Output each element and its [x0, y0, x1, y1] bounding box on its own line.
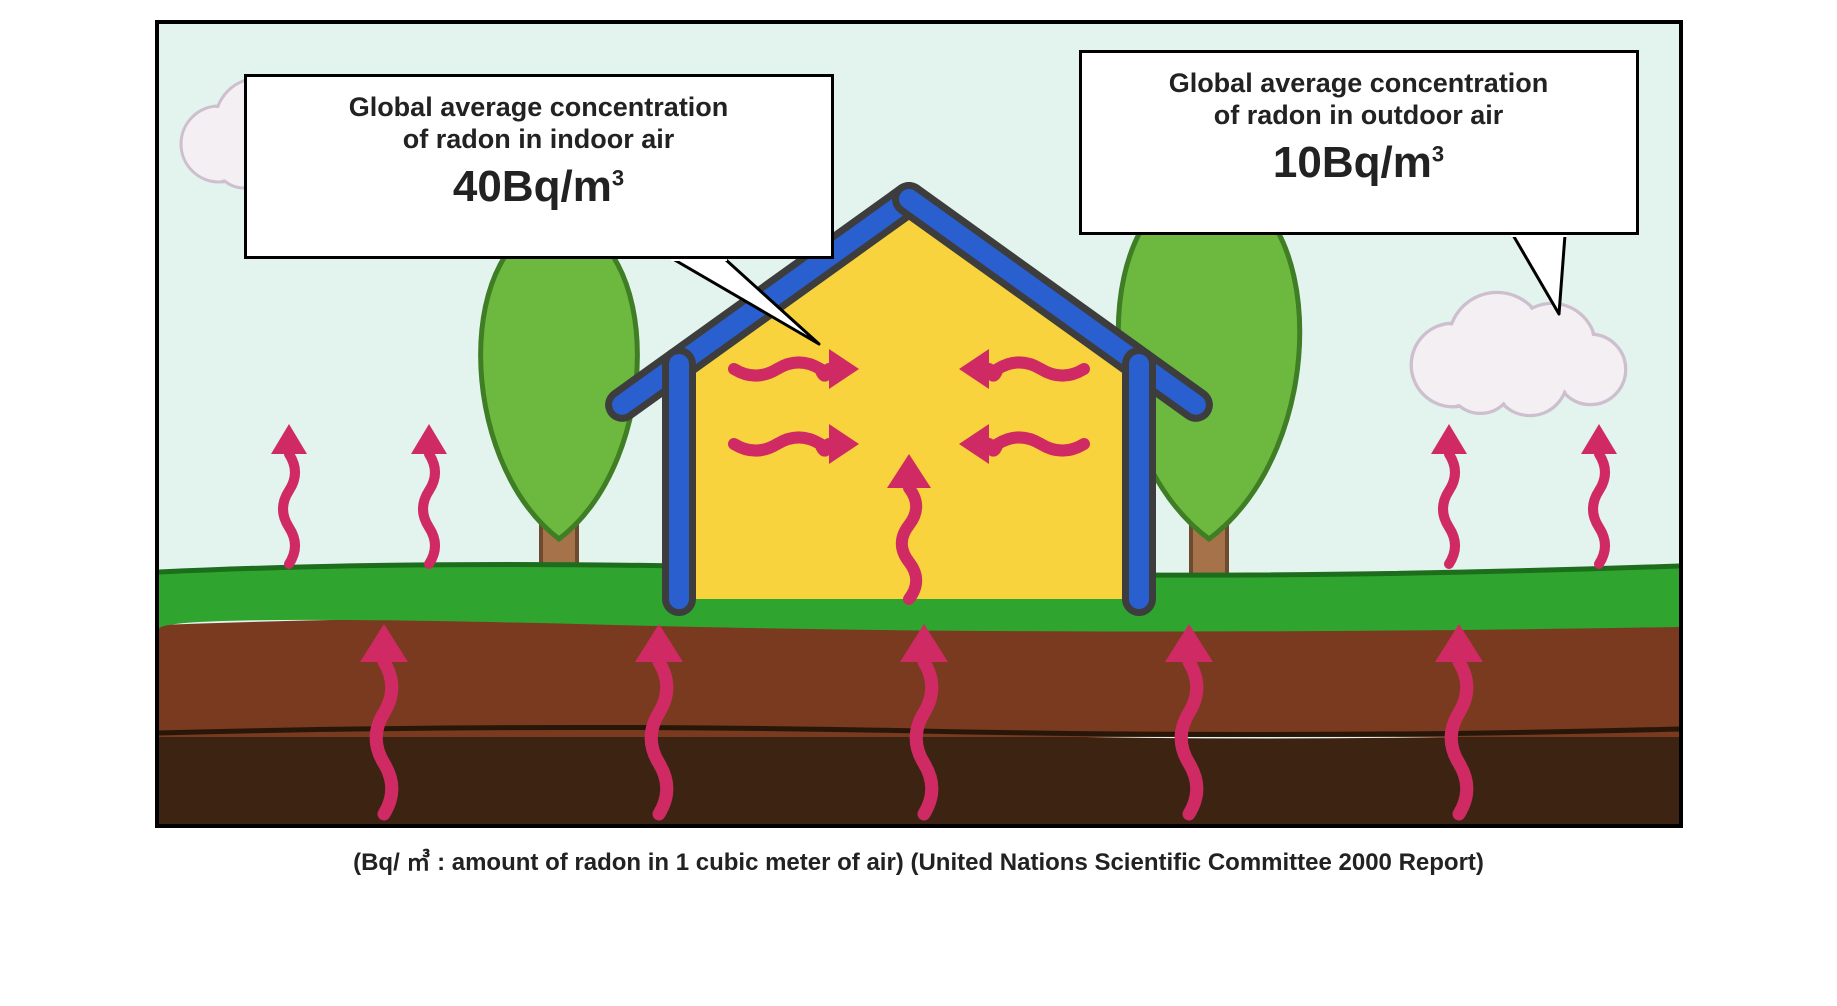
callout-outdoor: Global average concentration of radon in… [1079, 50, 1639, 235]
callout-outdoor-line1: Global average concentration [1106, 67, 1612, 99]
radon-diagram: Global average concentration of radon in… [155, 20, 1683, 828]
callout-indoor-line1: Global average concentration [271, 91, 807, 123]
caption-text: (Bq/ ㎥ : amount of radon in 1 cubic mete… [353, 842, 1484, 877]
callout-indoor-value: 40Bq/m3 [271, 162, 807, 212]
callout-outdoor-value: 10Bq/m3 [1106, 138, 1612, 188]
callout-indoor-line2: of radon in indoor air [271, 123, 807, 155]
callout-indoor: Global average concentration of radon in… [244, 74, 834, 259]
callout-outdoor-line2: of radon in outdoor air [1106, 99, 1612, 131]
